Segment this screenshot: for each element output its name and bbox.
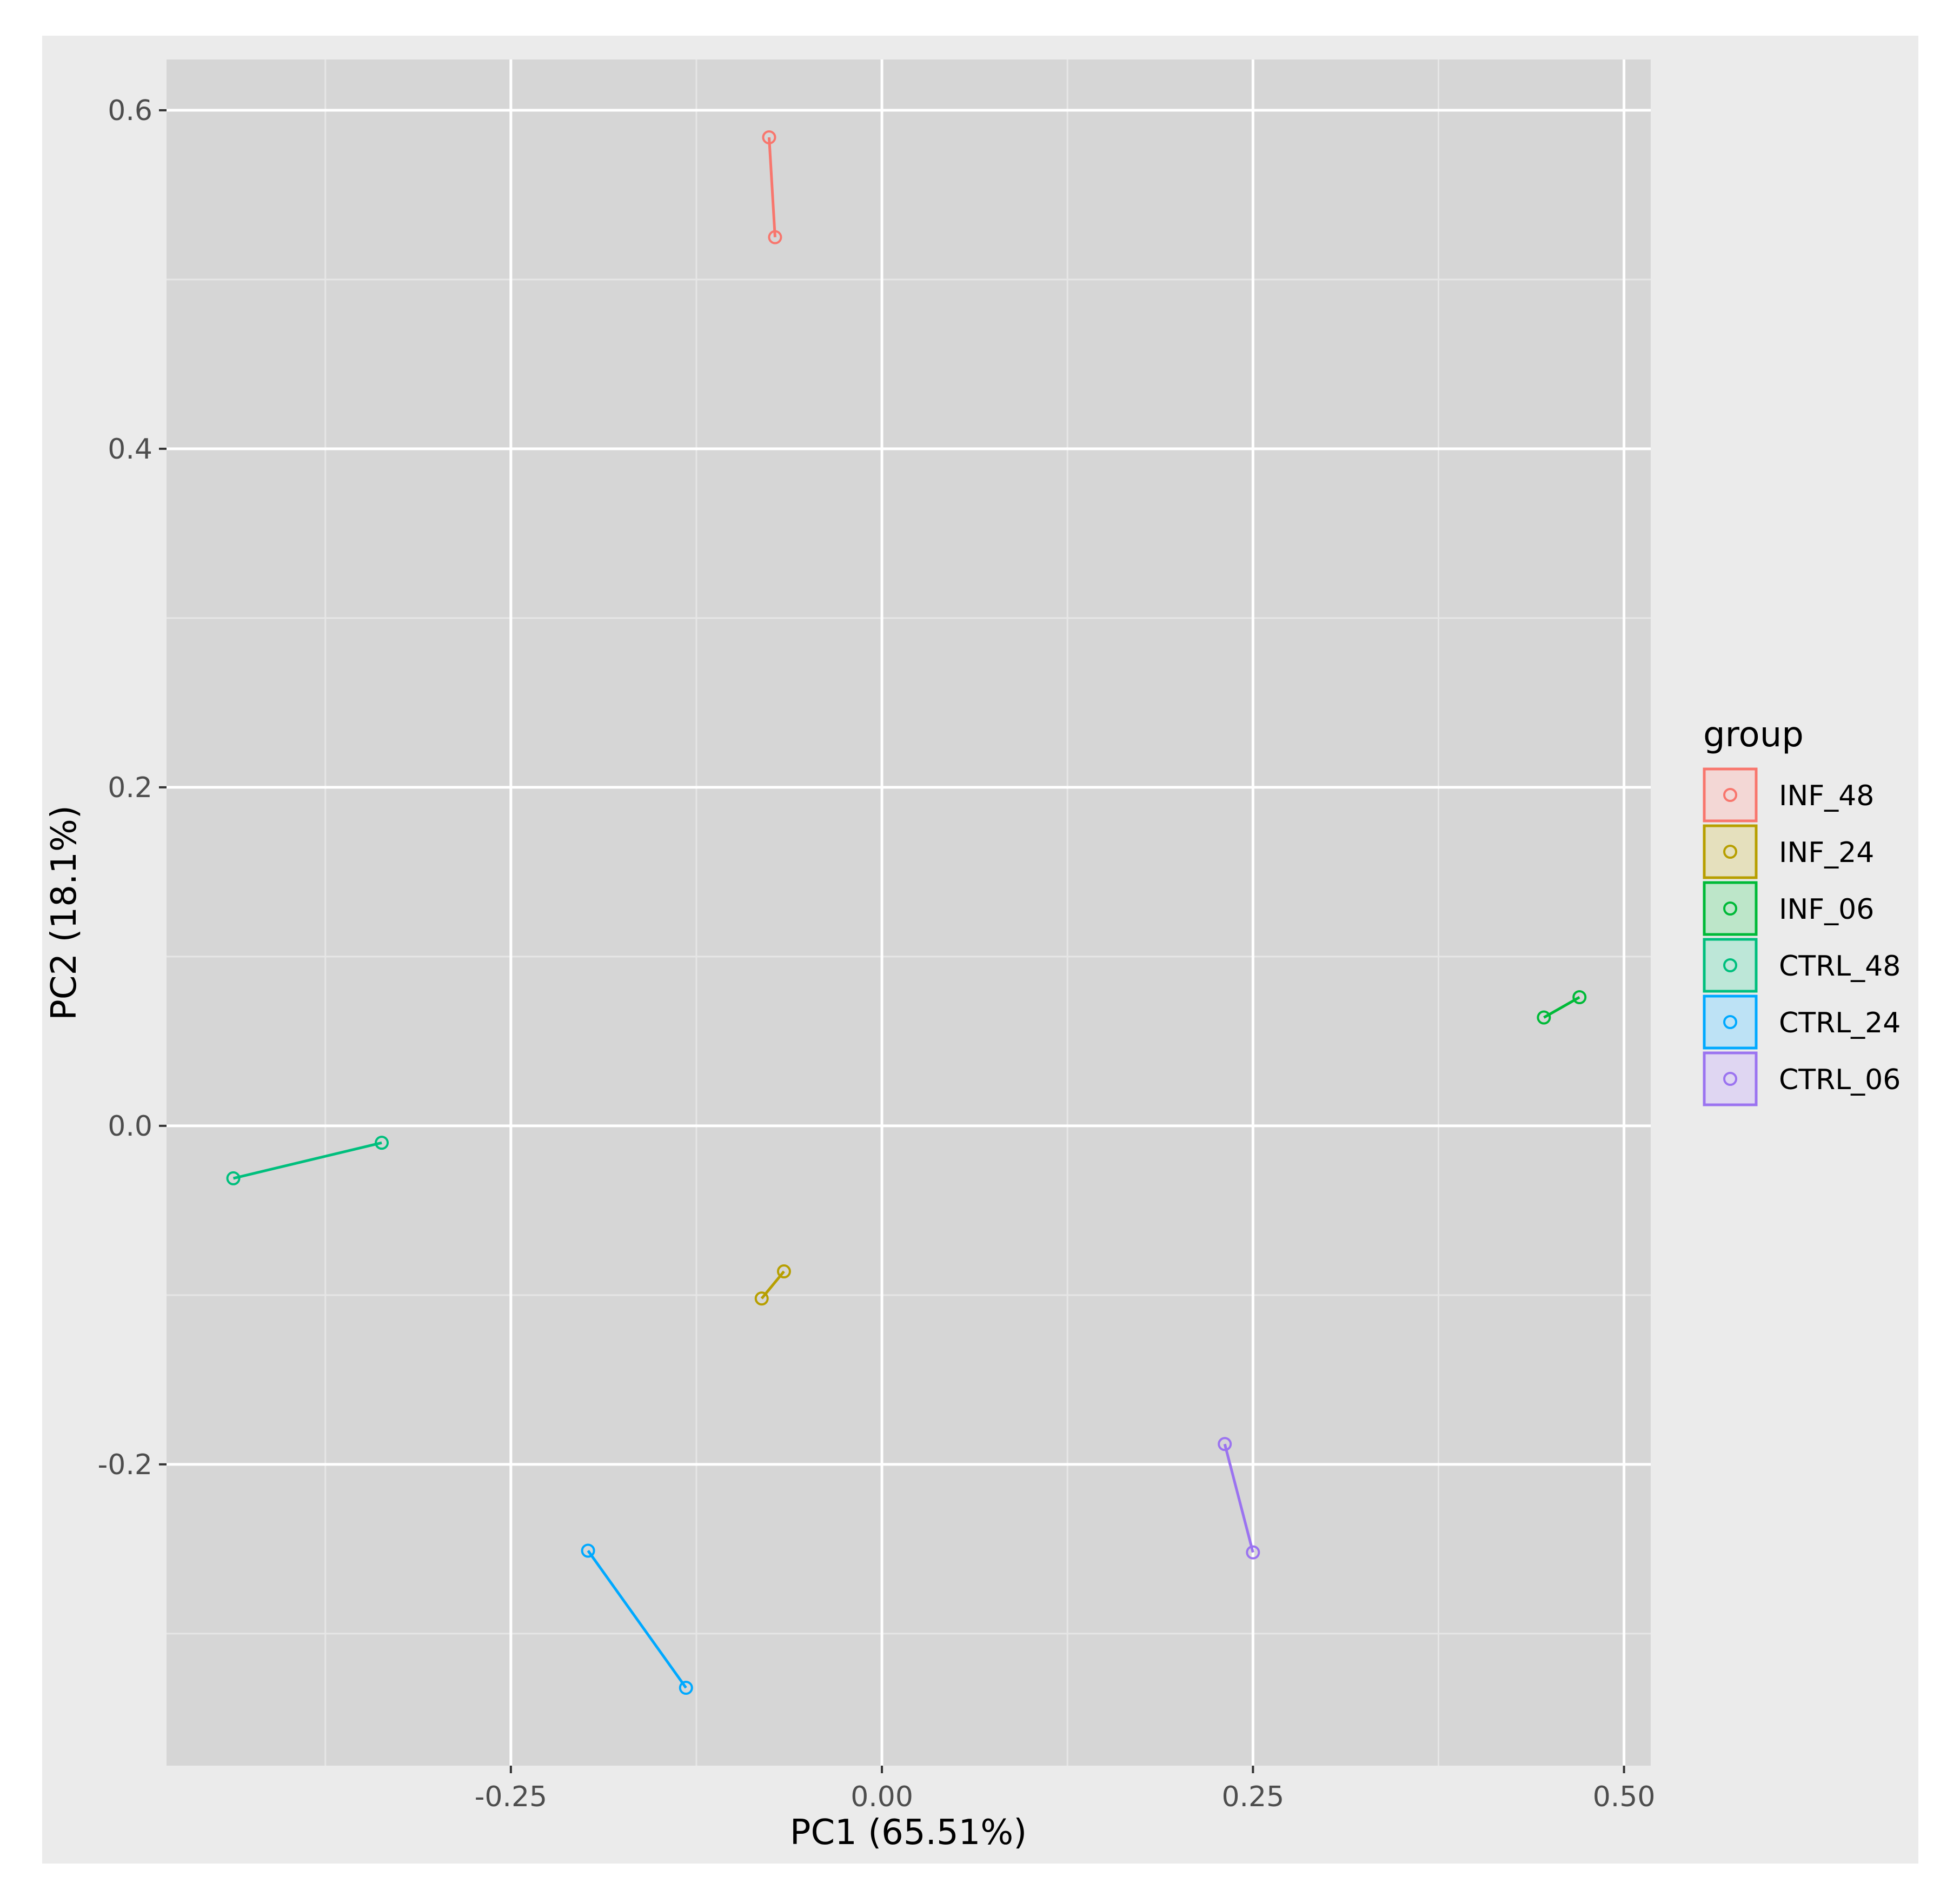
y-tick-label: 0.0 [108,1110,152,1143]
y-tick-label: 0.2 [108,772,152,804]
legend-key-point [1723,788,1737,802]
data-point [226,1171,241,1185]
x-tick-label: 0.50 [1593,1781,1656,1813]
series-layer [226,130,1587,1695]
legend-key-background [1703,881,1757,936]
legend-key-point [1723,1015,1737,1029]
data-point [776,1264,791,1279]
series-inf-24 [754,1264,791,1306]
legend-key-point [1723,901,1737,916]
legend-label: INF_06 [1779,893,1874,926]
x-axis: -0.25 0.00 0.25 0.50 [475,1766,1656,1813]
y-tick-label: 0.6 [108,95,152,127]
series-line [232,1141,382,1180]
major-gridlines [167,59,1651,1766]
x-tick-label: 0.00 [851,1781,913,1813]
x-axis-title: PC1 (65.51%) [790,1813,1027,1853]
legend-label: CTRL_24 [1779,1007,1901,1039]
legend-item: INF_48 [1703,767,1874,823]
legend-key-point [1723,958,1737,972]
data-point [762,130,776,144]
legend-key-background [1703,768,1757,822]
series-line [587,1550,687,1689]
series-ctrl-48 [226,1136,389,1185]
y-tick-label: 0.4 [108,433,152,466]
series-inf-06 [1537,990,1587,1025]
data-point [1537,1010,1551,1025]
data-point [1218,1437,1232,1451]
y-axis-title: PC2 (18.1%) [44,805,84,1020]
series-ctrl-06 [1218,1437,1260,1560]
series-ctrl-24 [581,1543,693,1695]
legend-key [1703,881,1758,936]
data-point [1572,990,1587,1004]
data-point [375,1136,389,1150]
legend-label: CTRL_06 [1779,1064,1901,1096]
legend-key-point [1723,1072,1737,1086]
legend-label: CTRL_48 [1779,950,1901,983]
legend-item: CTRL_24 [1703,994,1901,1050]
minor-gridlines [167,59,1651,1766]
x-tick-label: 0.25 [1221,1781,1284,1813]
legend-item: INF_06 [1703,881,1874,936]
legend-key-point [1723,845,1737,859]
legend-key [1703,994,1758,1050]
legend-key [1703,767,1758,823]
legend-key [1703,1051,1758,1106]
series-line [1223,1443,1254,1553]
legend-item: INF_24 [1703,824,1874,879]
legend: group INF_48 INF_24 INF_06 CTRL_48 CTRL_24 CT… [1703,715,1901,1106]
data-point [754,1291,769,1306]
series-line [767,137,776,237]
legend-label: INF_24 [1779,837,1874,869]
legend-key [1703,824,1758,879]
legend-key-background [1703,825,1757,879]
legend-key-background [1703,1052,1757,1106]
legend-label: INF_48 [1779,780,1874,812]
series-inf-48 [762,130,782,244]
legend-key [1703,938,1758,993]
data-point [768,230,782,244]
y-axis: -0.2 0.0 0.2 0.4 0.6 [98,95,167,1481]
data-point [1246,1545,1260,1560]
legend-item: CTRL_48 [1703,938,1901,993]
legend-key-background [1703,995,1757,1049]
legend-item: CTRL_06 [1703,1051,1901,1106]
legend-key-background [1703,938,1757,992]
x-tick-label: -0.25 [475,1781,548,1813]
y-tick-label: -0.2 [98,1449,152,1481]
legend-title: group [1703,715,1804,755]
data-point [581,1543,595,1558]
data-point [679,1681,693,1695]
plot-panel [167,59,1651,1766]
